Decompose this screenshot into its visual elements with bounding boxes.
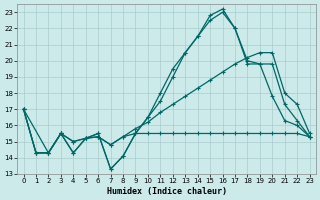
X-axis label: Humidex (Indice chaleur): Humidex (Indice chaleur) xyxy=(107,187,227,196)
